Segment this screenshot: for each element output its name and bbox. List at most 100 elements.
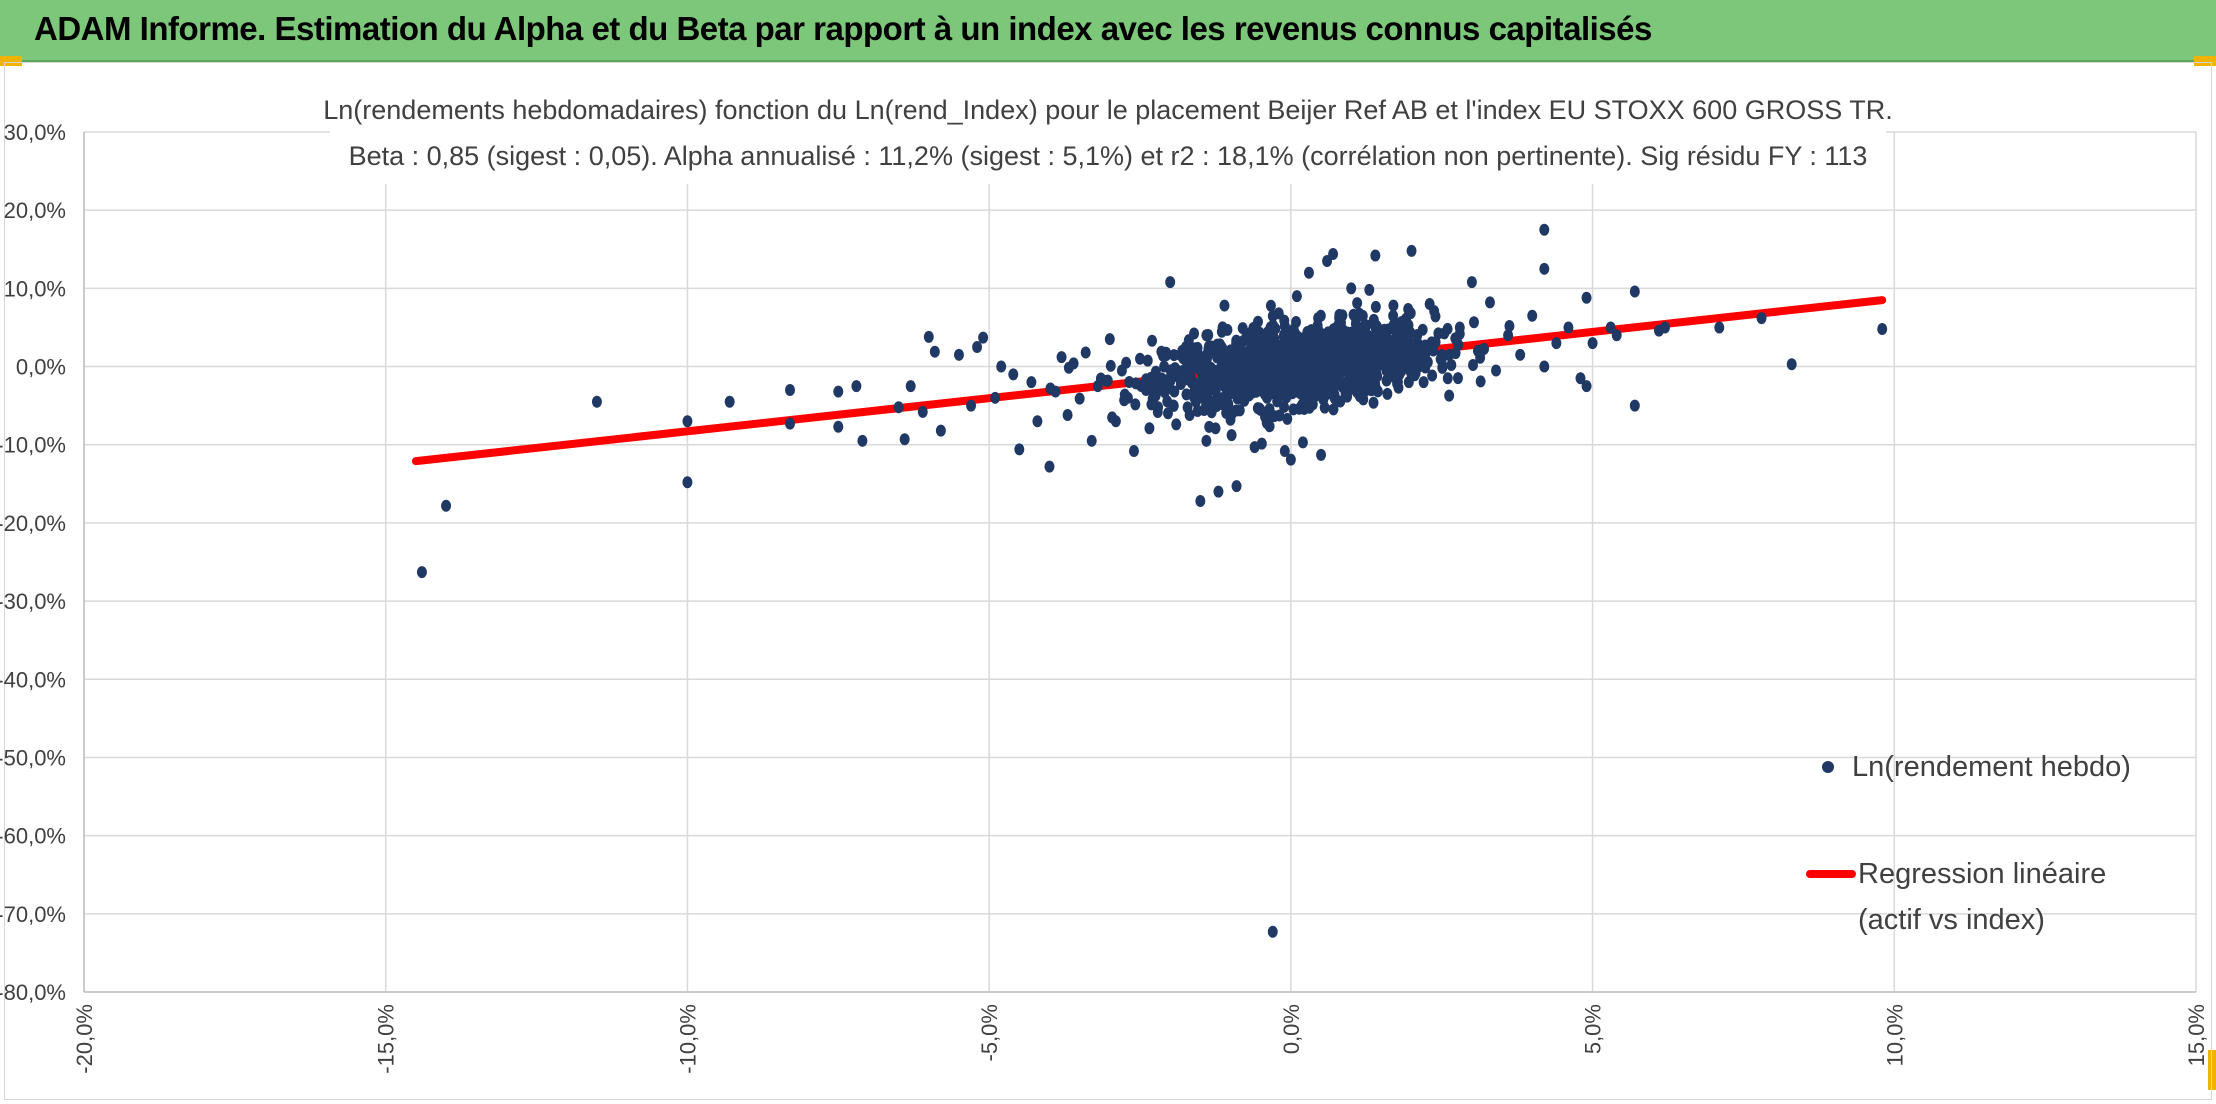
chart-title: Ln(rendements hebdomadaires) fonction du… bbox=[323, 95, 1893, 125]
data-point bbox=[1204, 361, 1215, 374]
data-point bbox=[1504, 319, 1515, 332]
data-point bbox=[1268, 319, 1279, 332]
data-point bbox=[1344, 337, 1355, 350]
data-point bbox=[1056, 351, 1067, 364]
data-point bbox=[1107, 411, 1118, 424]
x-tick-label: -15,0% bbox=[374, 1004, 399, 1074]
legend-label-regression: Regression linéaire (actif vs index) bbox=[1858, 858, 2107, 936]
data-point bbox=[1147, 334, 1158, 347]
data-point bbox=[1169, 385, 1180, 398]
data-point bbox=[1256, 437, 1267, 450]
data-point bbox=[1217, 321, 1228, 334]
data-point bbox=[1418, 376, 1429, 389]
data-point bbox=[1282, 412, 1293, 425]
data-point bbox=[1170, 362, 1181, 375]
data-point bbox=[1197, 372, 1208, 385]
data-point bbox=[1426, 336, 1437, 349]
data-point bbox=[1333, 369, 1344, 382]
data-point bbox=[966, 399, 977, 412]
data-point bbox=[1352, 297, 1363, 310]
data-point bbox=[1328, 403, 1339, 416]
data-point bbox=[416, 566, 427, 579]
data-point bbox=[1629, 399, 1640, 412]
data-point bbox=[1247, 343, 1258, 356]
data-point bbox=[917, 405, 928, 418]
data-point bbox=[1190, 349, 1201, 362]
data-point bbox=[1279, 400, 1290, 413]
data-point bbox=[1032, 415, 1043, 428]
data-point bbox=[1422, 356, 1433, 369]
y-tick-label: -70,0% bbox=[0, 902, 66, 927]
data-point bbox=[1217, 392, 1228, 405]
data-point bbox=[935, 424, 946, 437]
data-point bbox=[1323, 383, 1334, 396]
data-point bbox=[682, 415, 693, 428]
y-tick-label: -50,0% bbox=[0, 745, 66, 770]
y-tick-label: -80,0% bbox=[0, 980, 66, 1005]
data-point bbox=[1287, 334, 1298, 347]
data-point bbox=[1226, 429, 1237, 442]
x-tick-label: 0,0% bbox=[1279, 1004, 1304, 1054]
data-point bbox=[1361, 319, 1372, 332]
data-point bbox=[1336, 380, 1347, 393]
data-point bbox=[1381, 374, 1392, 387]
data-point bbox=[1128, 444, 1139, 457]
data-point bbox=[1307, 398, 1318, 411]
data-point bbox=[1182, 401, 1193, 414]
data-point bbox=[1403, 303, 1414, 316]
data-point bbox=[1290, 346, 1301, 359]
legend-dot-icon bbox=[1822, 761, 1834, 773]
data-point bbox=[1165, 276, 1176, 289]
data-point bbox=[1345, 382, 1356, 395]
data-point bbox=[1527, 309, 1538, 322]
data-point bbox=[1427, 369, 1438, 382]
data-point bbox=[1388, 299, 1399, 312]
data-point bbox=[682, 476, 693, 489]
data-point bbox=[1161, 349, 1172, 362]
data-point bbox=[591, 395, 602, 408]
y-tick-label: 30,0% bbox=[4, 120, 66, 145]
data-point bbox=[1086, 434, 1097, 447]
y-tick-label: 10,0% bbox=[4, 276, 66, 301]
data-point bbox=[953, 348, 964, 361]
data-point bbox=[1329, 392, 1340, 405]
data-point bbox=[1299, 353, 1310, 366]
corner-accent-left bbox=[0, 56, 22, 66]
data-point bbox=[905, 380, 916, 393]
data-point bbox=[851, 380, 862, 393]
data-point bbox=[1587, 337, 1598, 350]
data-point bbox=[1203, 342, 1214, 355]
legend-item-points: Ln(rendement hebdo) bbox=[1822, 744, 2131, 790]
title-backdrop bbox=[330, 92, 1886, 184]
data-point bbox=[833, 385, 844, 398]
data-point bbox=[785, 417, 796, 430]
data-point bbox=[1539, 360, 1550, 373]
data-point bbox=[785, 384, 796, 396]
data-point bbox=[1466, 276, 1477, 289]
data-point bbox=[1261, 371, 1272, 384]
data-point bbox=[1581, 380, 1592, 393]
data-point bbox=[1218, 363, 1229, 376]
report-banner: ADAM Informe. Estimation du Alpha et du … bbox=[0, 0, 2216, 62]
data-point bbox=[1406, 244, 1417, 257]
data-point bbox=[1350, 317, 1361, 330]
data-point bbox=[1175, 377, 1186, 390]
data-point bbox=[1385, 341, 1396, 354]
data-point bbox=[1365, 361, 1376, 374]
data-point bbox=[1388, 309, 1399, 322]
data-point bbox=[893, 401, 904, 414]
data-point bbox=[1221, 406, 1232, 419]
data-point bbox=[1147, 383, 1158, 396]
data-point bbox=[1315, 376, 1326, 389]
data-point bbox=[1444, 389, 1455, 402]
data-point bbox=[1368, 396, 1379, 409]
data-point bbox=[1190, 361, 1201, 374]
data-point bbox=[1326, 339, 1337, 352]
data-point bbox=[1337, 309, 1348, 322]
data-point bbox=[1484, 296, 1495, 309]
data-point bbox=[1254, 326, 1265, 339]
x-tick-label: 15,0% bbox=[2184, 1004, 2209, 1066]
data-point bbox=[1279, 444, 1290, 457]
y-tick-label: -40,0% bbox=[0, 667, 66, 692]
